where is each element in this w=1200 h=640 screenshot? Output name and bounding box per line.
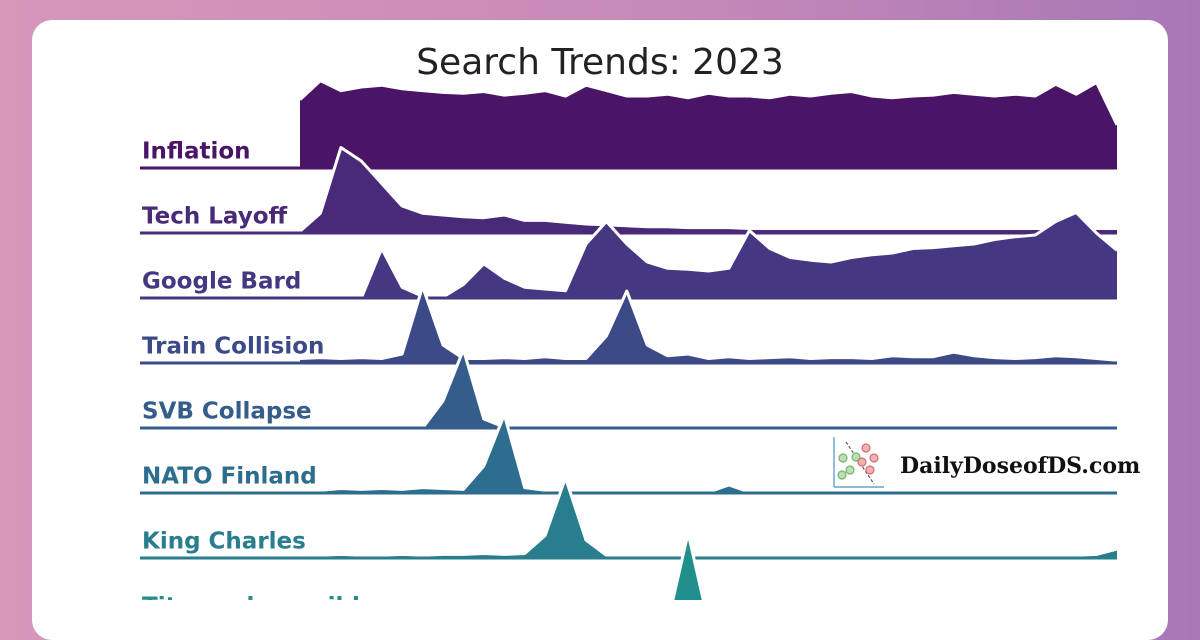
- ridge-area: [300, 147, 1117, 233]
- ridge: Tech Layoff: [140, 146, 1117, 235]
- ridges: Inflation Tech Layoff Google Bard Train Col…: [140, 79, 1119, 601]
- watermark-icon: [833, 437, 884, 488]
- ridge-area: [300, 212, 1117, 298]
- chart-title: Search Trends: 2023: [416, 42, 784, 83]
- icon-dot: [837, 470, 847, 480]
- icon-dot: [838, 453, 848, 463]
- series-label: SVB Collapse: [142, 399, 312, 425]
- series-label: Tech Layoff: [142, 204, 288, 230]
- series-label: Google Bard: [142, 269, 301, 295]
- ridge-outline: [300, 476, 1118, 557]
- ridge: Titan submersible: [142, 531, 705, 601]
- ridge-outline: [299, 285, 1118, 362]
- ridge: King Charles: [140, 476, 1118, 560]
- series-label: Titan submersible: [142, 594, 375, 601]
- ridge-area: [300, 349, 1117, 428]
- page: Search Trends: 2023 Inflation Tech Layoff…: [0, 0, 1200, 600]
- icon-dot: [851, 452, 861, 462]
- ridge: NATO Finland: [140, 413, 1117, 495]
- icon-dot: [869, 453, 879, 463]
- series-label: Train Collision: [142, 334, 324, 360]
- ridge-area: [672, 533, 704, 600]
- series-label: King Charles: [142, 529, 306, 555]
- series-label: Inflation: [142, 139, 251, 165]
- ridge-outline: [299, 146, 1117, 233]
- ridge-area: [300, 80, 1117, 168]
- watermark-text: DailyDoseofDS.com: [900, 453, 1140, 479]
- icon-dot: [845, 465, 855, 475]
- ridge-outline: [671, 531, 705, 600]
- ridge-area: [300, 414, 1117, 493]
- icon-dot: [861, 443, 871, 453]
- series-label: NATO Finland: [142, 464, 317, 490]
- icon-dot: [857, 457, 867, 467]
- ridge: Train Collision: [140, 285, 1118, 365]
- ridge: Inflation: [140, 79, 1119, 170]
- chart: Search Trends: 2023 Inflation Tech Layoff…: [140, 42, 1140, 601]
- icon-dot: [865, 465, 875, 475]
- ridge: SVB Collapse: [140, 348, 1117, 430]
- ridge-outline: [298, 79, 1119, 126]
